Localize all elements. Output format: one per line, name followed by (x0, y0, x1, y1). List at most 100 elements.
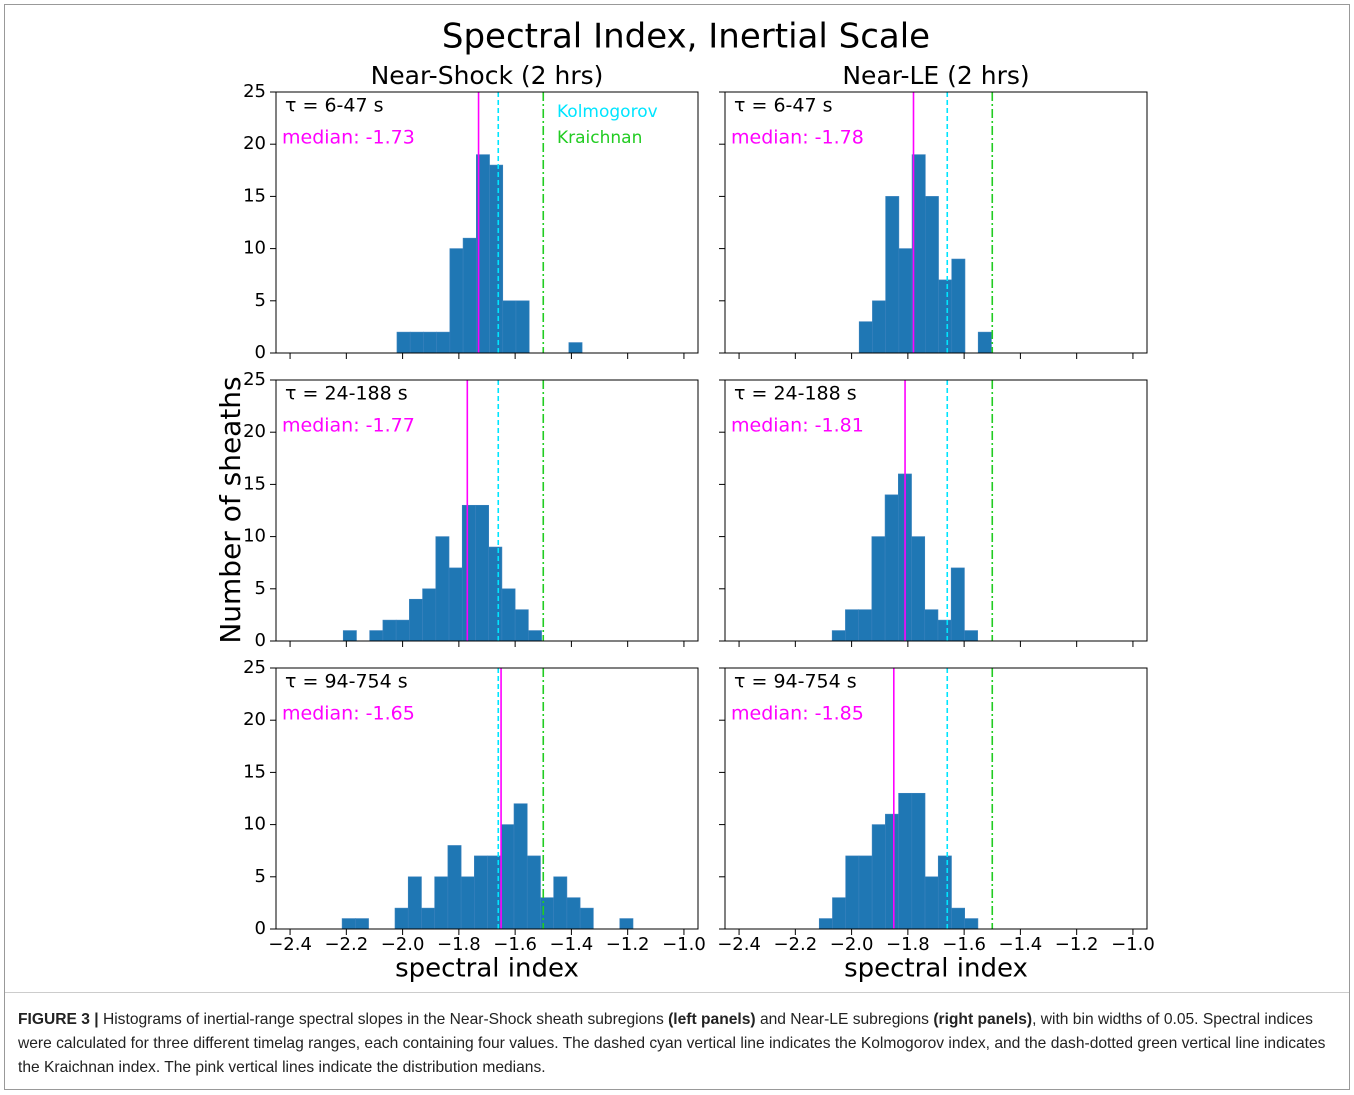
bar (924, 609, 939, 642)
bar (884, 494, 899, 642)
caption-text: and Near-LE subregions (755, 1011, 934, 1028)
bar (489, 164, 504, 354)
plot-frame (724, 379, 1148, 642)
median-label: median: -1.77 (282, 415, 415, 437)
bar (436, 331, 451, 354)
bar (911, 536, 926, 642)
bar (342, 630, 357, 642)
annotation: τ = 24-188 s (285, 383, 408, 405)
bar (964, 918, 979, 930)
bar (434, 876, 449, 930)
bar (964, 630, 978, 642)
x-tick-label: −2.2 (324, 934, 368, 955)
y-axis-label: Number of sheaths (214, 376, 247, 643)
caption: FIGURE 3 | Histograms of inertial-range … (18, 1008, 1336, 1080)
y-tick-label: 25 (243, 369, 266, 390)
bar (951, 258, 966, 354)
caption-text: (right panels) (933, 1011, 1033, 1028)
bar (568, 342, 583, 354)
y-tick-label: 5 (255, 290, 266, 311)
annotation: τ = 6-47 s (734, 95, 833, 117)
bar (448, 567, 463, 642)
x-tick-label: −1.8 (437, 934, 481, 955)
bar (460, 876, 475, 930)
bar (515, 300, 530, 354)
bar (619, 918, 634, 930)
bar (579, 907, 594, 930)
bar (409, 331, 424, 354)
x-tick-label: −1.4 (550, 934, 594, 955)
bar (528, 630, 542, 642)
y-tick-label: 15 (243, 185, 266, 206)
bar (409, 598, 423, 642)
bar (394, 907, 409, 930)
y-tick-label: 25 (243, 657, 266, 678)
bar (540, 897, 554, 930)
bar (885, 813, 899, 930)
caption-label: FIGURE 3 | (18, 1011, 99, 1028)
bar (938, 279, 953, 354)
bar (501, 588, 516, 642)
figure-title: Spectral Index, Inertial Scale (442, 17, 930, 57)
median-label: median: -1.81 (731, 415, 864, 437)
y-tick-label: 10 (243, 238, 266, 259)
bar (396, 331, 411, 354)
bar (421, 907, 435, 930)
bar (382, 619, 397, 642)
bar (461, 504, 476, 642)
bar (925, 196, 939, 354)
y-tick-label: 20 (243, 133, 266, 154)
y-tick-label: 10 (243, 526, 266, 547)
bar (831, 630, 846, 642)
bar (871, 536, 886, 642)
bar (818, 918, 833, 930)
x-tick-label: −2.0 (830, 934, 874, 955)
median-label: median: -1.73 (282, 127, 415, 149)
bar (514, 609, 529, 642)
bar (898, 248, 913, 354)
y-tick-label: 20 (243, 421, 266, 442)
bar (395, 619, 410, 642)
bar (553, 876, 568, 930)
caption-text: , with bin widths of 0.05. Spectral indi… (18, 1011, 1326, 1076)
bar (951, 907, 965, 930)
x-tick-label: −1.0 (662, 934, 706, 955)
bar (858, 855, 873, 930)
panel-title: Near-LE (2 hrs) (842, 61, 1029, 90)
x-tick-label: −2.4 (717, 934, 761, 955)
bar (977, 331, 992, 354)
x-tick-label: −1.2 (606, 934, 650, 955)
bar (423, 331, 437, 354)
bar (355, 918, 369, 930)
x-axis-label: spectral index (395, 954, 579, 984)
annotation: τ = 24-188 s (734, 383, 857, 405)
median-label: median: -1.65 (282, 703, 415, 725)
plot-frame (275, 91, 699, 354)
bar (447, 845, 462, 930)
y-tick-label: 25 (243, 81, 266, 102)
bar (845, 855, 860, 930)
x-tick-label: −2.4 (268, 934, 312, 955)
x-tick-label: −1.6 (942, 934, 986, 955)
bar (950, 567, 965, 642)
bar (422, 588, 437, 642)
y-tick-label: 0 (255, 918, 266, 939)
frame (4, 4, 1350, 1090)
plot-frame (275, 667, 699, 930)
bar (407, 876, 422, 930)
bar (526, 855, 541, 930)
x-tick-label: −2.2 (773, 934, 817, 955)
bar (937, 855, 952, 930)
x-tick-label: −1.8 (886, 934, 930, 955)
caption-text: Histograms of inertial-range spectral sl… (98, 1011, 669, 1028)
bar (475, 504, 489, 642)
bar (858, 609, 873, 642)
bar (898, 792, 913, 930)
bar (369, 630, 384, 642)
plot-frame (724, 91, 1148, 354)
legend-label: Kolmogorov (557, 102, 658, 122)
bar (462, 237, 477, 354)
median-label: median: -1.78 (731, 127, 864, 149)
